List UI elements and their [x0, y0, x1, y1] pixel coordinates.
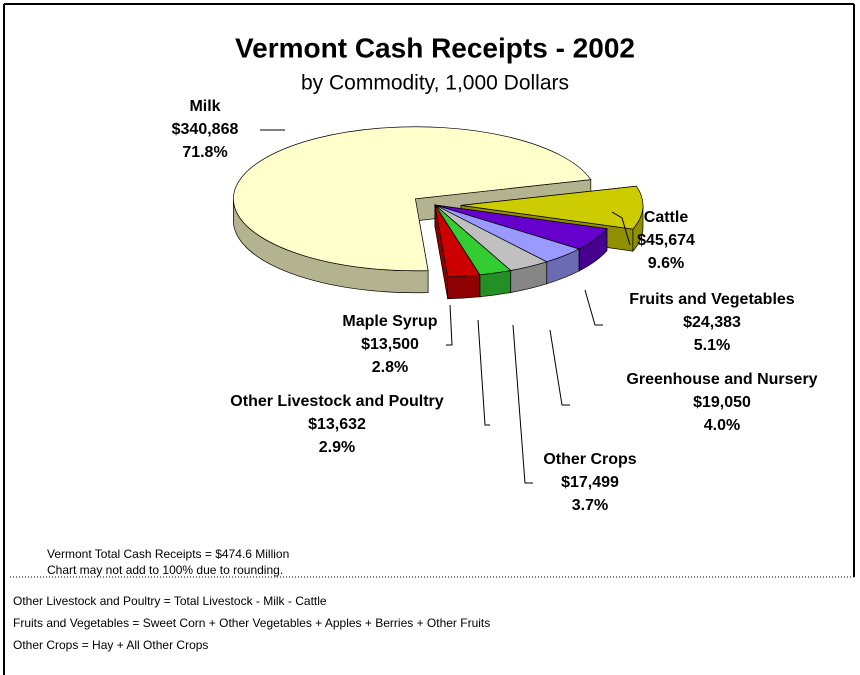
chart-title: Vermont Cash Receipts - 2002 [235, 32, 635, 63]
percent-label: 4.0% [704, 417, 740, 434]
leader-line [446, 304, 453, 346]
leader-line [549, 329, 570, 406]
footnote: Other Crops = Hay + All Other Crops [13, 638, 208, 652]
value-label: $17,499 [561, 474, 619, 491]
percent-label: 5.1% [694, 337, 730, 354]
leader-line [477, 319, 490, 426]
slice-label: Fruits and Vegetables [629, 291, 794, 308]
leader-line [512, 324, 533, 484]
note: Chart may not add to 100% due to roundin… [47, 563, 283, 577]
slice-label: Other Livestock and Poultry [230, 393, 443, 410]
value-label: $19,050 [693, 394, 751, 411]
percent-label: 3.7% [572, 497, 608, 514]
footnote: Other Livestock and Poultry = Total Live… [13, 594, 327, 608]
pie-slice [434, 204, 481, 278]
value-label: $13,632 [308, 416, 366, 433]
leader-line [611, 211, 631, 246]
percent-label: 2.8% [372, 359, 408, 376]
percent-label: 2.9% [319, 439, 355, 456]
slice-side [447, 274, 481, 300]
percent-label: 71.8% [182, 144, 227, 161]
leader-line [584, 289, 603, 326]
note: Vermont Total Cash Receipts = $474.6 Mil… [47, 547, 289, 561]
value-label: $24,383 [683, 314, 741, 331]
slice-label: Milk [189, 98, 220, 115]
slice-label: Maple Syrup [342, 313, 437, 330]
chart-subtitle: by Commodity, 1,000 Dollars [301, 72, 569, 95]
value-label: $45,674 [637, 232, 695, 249]
percent-label: 9.6% [648, 255, 684, 272]
pie-slice [460, 185, 644, 230]
slice-label: Cattle [644, 209, 689, 226]
pie-slice [233, 126, 592, 272]
footnote: Fruits and Vegetables = Sweet Corn + Oth… [13, 616, 490, 630]
value-label: $340,868 [172, 121, 239, 138]
slice-label: Greenhouse and Nursery [626, 371, 817, 388]
slice-label: Other Crops [543, 451, 636, 468]
value-label: $13,500 [361, 336, 419, 353]
